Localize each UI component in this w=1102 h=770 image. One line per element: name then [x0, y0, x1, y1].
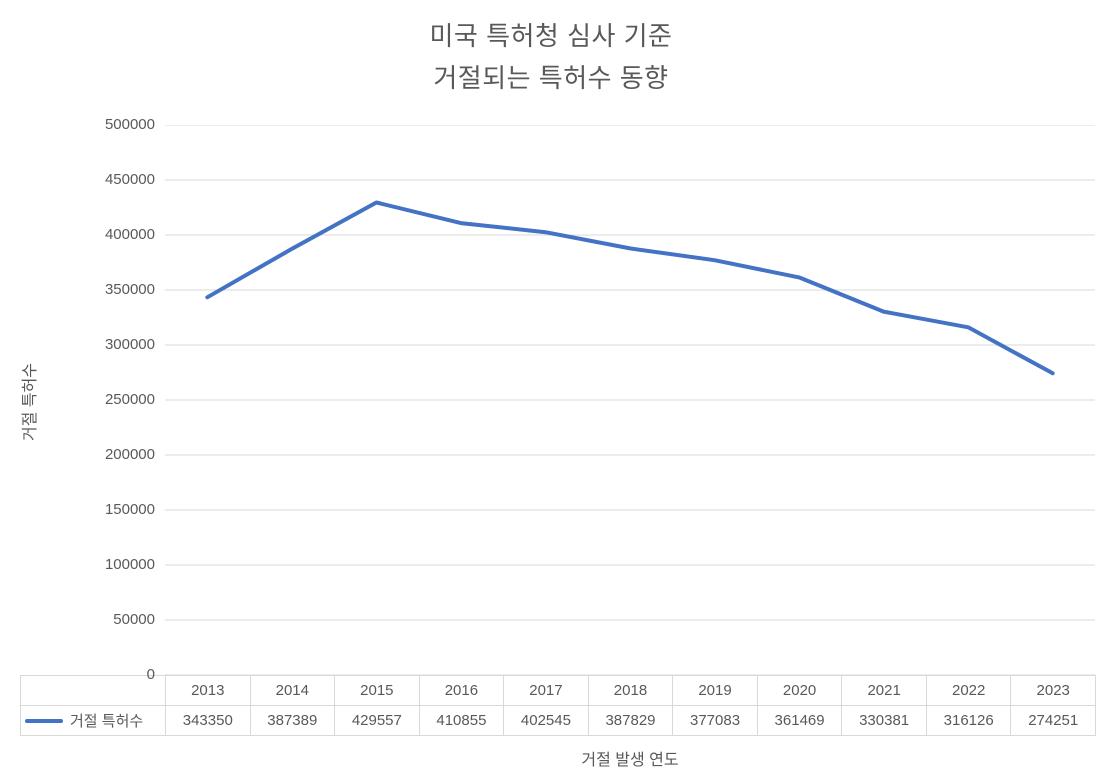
value-cell: 387389	[250, 706, 336, 736]
y-tick-label: 250000	[104, 391, 155, 408]
series-line	[205, 200, 1055, 376]
y-tick-label: 500000	[104, 116, 155, 133]
y-tick-label: 200000	[104, 446, 155, 463]
year-header-cell: 2013	[166, 676, 251, 706]
value-cell: 343350	[166, 706, 251, 736]
y-tick-label: 350000	[104, 281, 155, 298]
year-header-cell: 2017	[504, 676, 589, 706]
year-header-cell: 2020	[757, 676, 843, 706]
year-header-cell: 2021	[842, 676, 927, 706]
value-cell: 429557	[335, 706, 420, 736]
data-table-value-row: 거절 특허수 343350 387389 429557 410855 402545 387…	[21, 706, 1096, 736]
plot-area	[165, 125, 1095, 675]
chart-data-table: 2013 2014 2015 2016 2017 2018 2019 2020 2021 2022…	[20, 675, 1096, 736]
legend-corner-cell	[21, 676, 166, 706]
y-tick-label: 450000	[104, 171, 155, 188]
year-header-cell: 2022	[926, 676, 1012, 706]
y-tick-label: 400000	[104, 226, 155, 243]
value-cell: 274251	[1011, 706, 1096, 736]
year-header-cell: 2019	[673, 676, 758, 706]
legend-cell: 거절 특허수	[21, 706, 166, 736]
year-header-cell: 2016	[419, 676, 505, 706]
chart-title-line-2: 거절되는 특허수 동향	[433, 63, 669, 93]
value-cell: 410855	[419, 706, 505, 736]
y-tick-label: 150000	[104, 501, 155, 518]
value-cell: 330381	[842, 706, 927, 736]
year-header-cell: 2014	[250, 676, 336, 706]
value-cell: 377083	[673, 706, 758, 736]
legend-line-icon	[25, 718, 63, 723]
year-header-cell: 2018	[588, 676, 674, 706]
value-cell: 316126	[926, 706, 1012, 736]
year-header-cell: 2015	[335, 676, 420, 706]
x-axis-title: 거절 발생 연도	[581, 752, 679, 769]
value-cell: 402545	[504, 706, 589, 736]
y-tick-label: 50000	[113, 611, 155, 628]
value-cell: 361469	[757, 706, 843, 736]
year-header-cell: 2023	[1011, 676, 1096, 706]
y-tick-label: 100000	[104, 556, 155, 573]
data-table-year-row: 2013 2014 2015 2016 2017 2018 2019 2020 2021 2022…	[21, 676, 1096, 706]
legend-series-label: 거절 특허수	[70, 713, 144, 730]
y-tick-label: 300000	[104, 336, 155, 353]
chart-title-line-1: 미국 특허청 심사 기준	[429, 21, 673, 51]
value-cell: 387829	[588, 706, 674, 736]
y-tick-label: 0	[146, 666, 155, 683]
